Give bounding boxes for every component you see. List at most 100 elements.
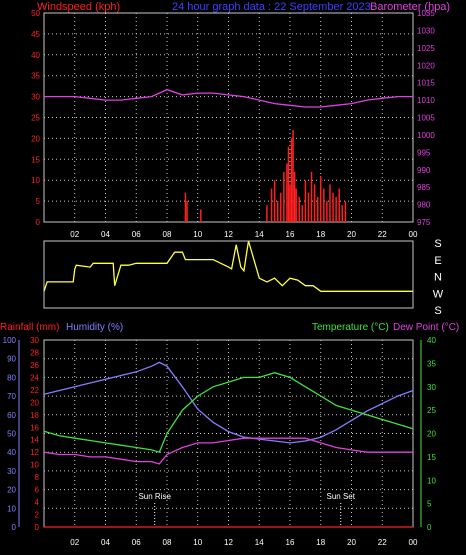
- dewpoint-axis-title: Dew Point (°C): [393, 322, 459, 333]
- wind-tick-label: 20: [31, 134, 40, 143]
- humidity-tick-label: 90: [7, 355, 16, 364]
- x-tick-label-top: 00: [409, 230, 418, 239]
- humidity-tick-label: 20: [7, 486, 16, 495]
- humidity-series-line: [43, 361, 414, 444]
- wind-direction-line: [43, 240, 413, 292]
- humidity-tick-label: 80: [7, 373, 16, 382]
- wind-tick-label: 35: [31, 72, 40, 81]
- x-tick-label-bottom: 04: [101, 538, 110, 547]
- x-tick-label-bottom: 12: [224, 538, 233, 547]
- x-tick-label-top: 06: [132, 230, 141, 239]
- temperature-tick-label: 10: [427, 476, 436, 485]
- humidity-tick-label: 100: [3, 336, 17, 345]
- x-tick-label-bottom: 18: [316, 538, 325, 547]
- rainfall-tick-label: 14: [30, 436, 39, 445]
- rainfall-tick-label: 24: [30, 373, 39, 382]
- rainfall-tick-label: 28: [30, 348, 39, 357]
- rainfall-tick-label: 12: [30, 448, 39, 457]
- humidity-tick-label: 0: [12, 523, 17, 532]
- x-tick-label-bottom: 10: [193, 538, 202, 547]
- temperature-axis-title: Temperature (°C): [312, 322, 389, 333]
- humidity-axis-title: Humidity (%): [66, 322, 123, 333]
- dewpoint-series-line: [43, 437, 413, 465]
- sun-markers: Sun Rise Sun Set: [138, 492, 356, 527]
- x-tick-label-top: 08: [163, 230, 172, 239]
- rainfall-tick-label: 6: [35, 486, 40, 495]
- barometer-tick-label: 1005: [417, 114, 435, 123]
- humidity-tick-label: 10: [7, 504, 16, 513]
- temperature-series-line: [43, 372, 414, 453]
- x-tick-label-bottom: 08: [163, 538, 172, 547]
- barometer-tick-label: 990: [417, 166, 431, 175]
- rainfall-tick-label: 0: [35, 523, 40, 532]
- compass-label: S: [434, 305, 441, 317]
- compass-label: E: [434, 255, 441, 267]
- rainfall-tick-label: 30: [30, 336, 39, 345]
- humidity-tick-label: 40: [7, 448, 16, 457]
- temperature-tick-label: 35: [427, 359, 436, 368]
- barometer-tick-label: 1000: [417, 131, 435, 140]
- barometer-tick-label: 980: [417, 201, 431, 210]
- wind-tick-label: 25: [31, 114, 40, 123]
- humidity-tick-label: 30: [7, 467, 16, 476]
- temperature-tick-label: 25: [427, 406, 436, 415]
- rainfall-tick-label: 16: [30, 423, 39, 432]
- x-tick-label-bottom: 00: [409, 538, 418, 547]
- barometer-tick-label: 1035: [417, 9, 435, 18]
- rainfall-tick-label: 18: [30, 411, 39, 420]
- bottom-header: Rainfall (mm) Humidity (%) Temperature (…: [0, 322, 459, 333]
- temperature-tick-label: 40: [427, 336, 436, 345]
- barometer-tick-label: 975: [417, 218, 431, 227]
- temperature-tick-label: 20: [427, 430, 436, 439]
- barometer-tick-label: 1025: [417, 44, 435, 53]
- wind-tick-label: 50: [31, 9, 40, 18]
- x-tick-labels: 02 02 04 04 06 06 08 08 10 10 12 12 14 14 16 16 18 18 20 20…: [70, 230, 418, 547]
- temperature-tick-label: 15: [427, 453, 436, 462]
- barometer-tick-label: 985: [417, 183, 431, 192]
- barometer-axis-title: Barometer (hpa): [370, 1, 450, 13]
- x-tick-label-top: 22: [378, 230, 387, 239]
- x-tick-label-top: 10: [193, 230, 202, 239]
- wind-tick-label: 5: [36, 197, 41, 206]
- barometer-tick-label: 995: [417, 148, 431, 157]
- direction-frame: [43, 240, 414, 309]
- compass-label: W: [433, 288, 444, 300]
- rainfall-tick-label: 22: [30, 386, 39, 395]
- x-tick-label-top: 18: [316, 230, 325, 239]
- humidity-tick-label: 50: [7, 430, 16, 439]
- wind-barometer-panel: 0510152025303540455097598098599099510001…: [31, 9, 435, 227]
- top-header: Windspeed (kph) 24 hour graph data : 22 …: [37, 1, 450, 13]
- wind-tick-label: 15: [31, 155, 40, 164]
- x-tick-label-top: 16: [286, 230, 295, 239]
- rainfall-tick-label: 2: [35, 511, 40, 520]
- sunset-label: Sun Set: [327, 492, 356, 501]
- x-tick-label-top: 02: [70, 230, 79, 239]
- temperature-humidity-panel: 0102030405060708090100024681012141618202…: [3, 336, 437, 532]
- barometer-tick-label: 1030: [417, 26, 435, 35]
- wind-tick-label: 0: [36, 218, 41, 227]
- x-tick-label-bottom: 22: [378, 538, 387, 547]
- rainfall-tick-label: 20: [30, 398, 39, 407]
- x-tick-label-top: 20: [347, 230, 356, 239]
- x-tick-label-bottom: 06: [132, 538, 141, 547]
- x-tick-label-bottom: 20: [347, 538, 356, 547]
- compass-label: N: [434, 272, 442, 284]
- compass-label: S: [434, 238, 441, 250]
- humidity-tick-label: 60: [7, 411, 16, 420]
- wind-tick-label: 10: [31, 176, 40, 185]
- wind-tick-label: 45: [31, 30, 40, 39]
- barometer-tick-label: 1020: [417, 61, 435, 70]
- humidity-tick-label: 70: [7, 392, 16, 401]
- barometer-tick-label: 1010: [417, 96, 435, 105]
- x-tick-label-top: 14: [255, 230, 264, 239]
- rainfall-tick-label: 4: [35, 498, 40, 507]
- rainfall-tick-label: 8: [35, 473, 40, 482]
- x-tick-label-bottom: 02: [70, 538, 79, 547]
- temperature-tick-label: 30: [427, 383, 436, 392]
- wind-tick-label: 40: [31, 51, 40, 60]
- x-tick-label-top: 12: [224, 230, 233, 239]
- sunrise-label: Sun Rise: [138, 492, 171, 501]
- windspeed-axis-title: Windspeed (kph): [37, 1, 120, 13]
- temperature-tick-label: 5: [427, 500, 432, 509]
